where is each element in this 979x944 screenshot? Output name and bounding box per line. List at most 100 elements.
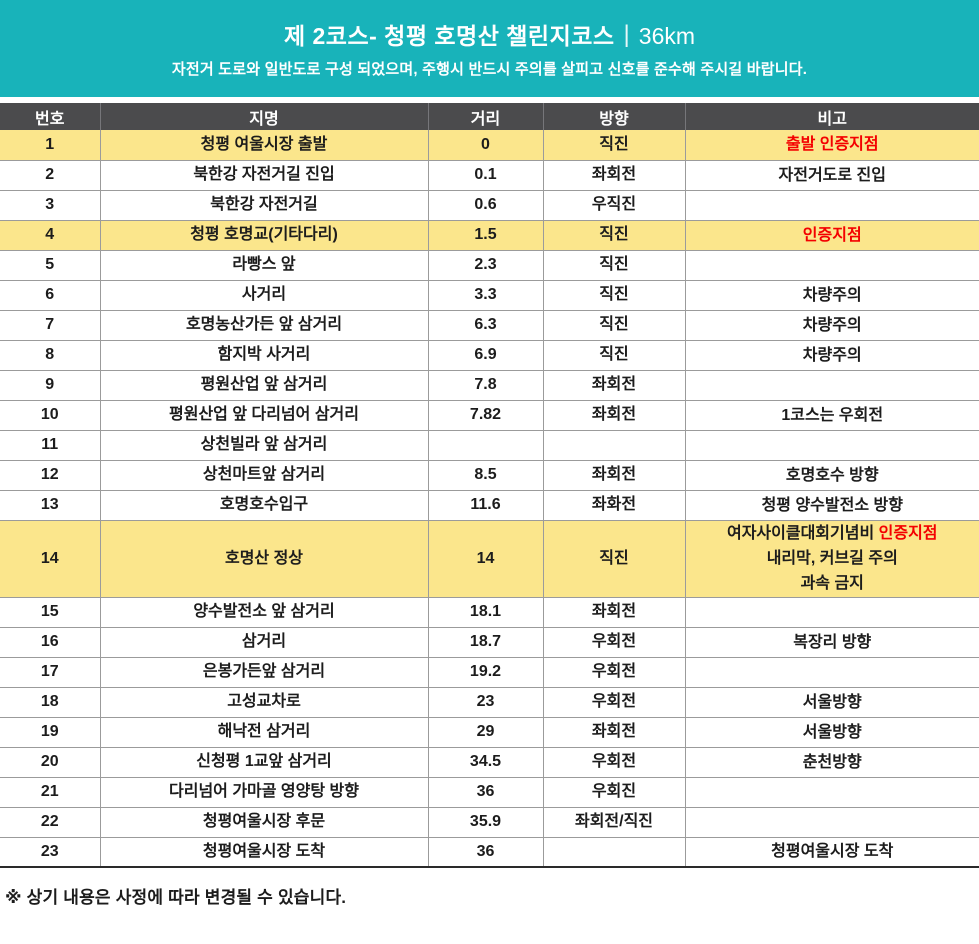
place-cell: 다리넘어 가마골 영양탕 방향 bbox=[100, 777, 429, 807]
note-text: 차량주의 bbox=[802, 346, 862, 364]
distance-cell: 34.5 bbox=[428, 747, 544, 777]
direction-cell: 좌화전 bbox=[543, 490, 686, 520]
note-text: 과속 금지 bbox=[800, 575, 864, 592]
note-line: 청평 양수발전소 방향 bbox=[686, 493, 979, 518]
title-separator: | bbox=[623, 21, 630, 49]
note-text: 서울방향 bbox=[802, 693, 862, 711]
note-cell bbox=[685, 597, 979, 627]
row-number-cell: 2 bbox=[0, 160, 101, 190]
table-row: 7 호명농산가든 앞 삼거리 6.3 직진 차량주의 bbox=[0, 310, 979, 340]
note-cell: 서울방향 bbox=[685, 687, 979, 717]
distance-cell: 18.1 bbox=[428, 597, 544, 627]
direction-cell: 직진 bbox=[543, 220, 686, 250]
place-cell: 은봉가든앞 삼거리 bbox=[100, 657, 429, 687]
place-cell: 상천빌라 앞 삼거리 bbox=[100, 430, 429, 460]
note-cell bbox=[685, 430, 979, 460]
note-cell: 청평 양수발전소 방향 bbox=[685, 490, 979, 520]
row-number-cell: 22 bbox=[0, 807, 101, 837]
course-title: 제 2코스- 청평 호명산 챌린지코스 bbox=[283, 22, 615, 49]
note-cell: 인증지점 bbox=[685, 220, 979, 250]
distance-cell: 6.9 bbox=[428, 340, 544, 370]
place-cell: 청평여울시장 후문 bbox=[100, 807, 429, 837]
direction-cell: 우회전 bbox=[543, 657, 686, 687]
table-row: 15 양수발전소 앞 삼거리 18.1 좌회전 bbox=[0, 597, 979, 627]
disclaimer-note: ※ 상기 내용은 사정에 따라 변경될 수 있습니다. bbox=[5, 888, 347, 907]
distance-cell: 18.7 bbox=[428, 627, 544, 657]
distance-cell: 2.3 bbox=[428, 250, 544, 280]
table-row: 2 북한강 자전거길 진입 0.1 좌회전 자전거도로 진입 bbox=[0, 160, 979, 190]
note-cell: 복장리 방향 bbox=[685, 627, 979, 657]
note-line: 호명호수 방향 bbox=[686, 463, 979, 488]
table-row: 20 신청평 1교앞 삼거리 34.5 우회전 춘천방향 bbox=[0, 747, 979, 777]
place-cell: 북한강 자전거길 진입 bbox=[100, 160, 429, 190]
note-cell: 출발 인증지점 bbox=[685, 130, 979, 160]
note-cell bbox=[685, 370, 979, 400]
note-cell: 자전거도로 진입 bbox=[685, 160, 979, 190]
distance-cell: 23 bbox=[428, 687, 544, 717]
distance-cell: 0.1 bbox=[428, 160, 544, 190]
place-cell: 삼거리 bbox=[100, 627, 429, 657]
note-cell: 청평여울시장 도착 bbox=[685, 837, 979, 867]
place-cell: 평원산업 앞 다리넘어 삼거리 bbox=[100, 400, 429, 430]
route-table-header: 번호 지명 거리 방향 비고 bbox=[0, 103, 979, 130]
place-cell: 호명산 정상 bbox=[100, 520, 429, 597]
place-cell: 청평 호명교(기타다리) bbox=[100, 220, 429, 250]
distance-cell: 6.3 bbox=[428, 310, 544, 340]
place-cell: 양수발전소 앞 삼거리 bbox=[100, 597, 429, 627]
direction-cell: 우직진 bbox=[543, 190, 686, 220]
direction-cell: 우회진 bbox=[543, 777, 686, 807]
direction-cell: 좌회전 bbox=[543, 400, 686, 430]
note-text: 자전거도로 진입 bbox=[778, 166, 887, 184]
table-row: 18 고성교차로 23 우회전 서울방향 bbox=[0, 687, 979, 717]
row-number-cell: 8 bbox=[0, 340, 101, 370]
note-text: 청평 양수발전소 방향 bbox=[761, 496, 903, 514]
place-cell: 상천마트앞 삼거리 bbox=[100, 460, 429, 490]
table-row: 14 호명산 정상 14 직진 여자사이클대회기념비 인증지점 내리막, 커브길 주의 과속… bbox=[0, 520, 979, 597]
note-text: 서울방향 bbox=[802, 723, 862, 741]
course-distance: 36km bbox=[638, 22, 696, 49]
table-row: 16 삼거리 18.7 우회전 복장리 방향 bbox=[0, 627, 979, 657]
row-number-cell: 14 bbox=[0, 520, 101, 597]
direction-cell: 직진 bbox=[543, 130, 686, 160]
table-row: 6 사거리 3.3 직진 차량주의 bbox=[0, 280, 979, 310]
note-cell bbox=[685, 807, 979, 837]
direction-cell: 우회전 bbox=[543, 747, 686, 777]
direction-cell: 직진 bbox=[543, 340, 686, 370]
note-line: 복장리 방향 bbox=[686, 630, 979, 655]
row-number-cell: 15 bbox=[0, 597, 101, 627]
place-cell: 평원산업 앞 삼거리 bbox=[100, 370, 429, 400]
place-cell: 북한강 자전거길 bbox=[100, 190, 429, 220]
row-number-cell: 23 bbox=[0, 837, 101, 867]
note-line: 자전거도로 진입 bbox=[686, 163, 979, 188]
direction-cell bbox=[543, 837, 686, 867]
header-place: 지명 bbox=[100, 103, 429, 130]
direction-cell bbox=[543, 430, 686, 460]
note-text: 호명호수 방향 bbox=[785, 466, 879, 484]
row-number-cell: 16 bbox=[0, 627, 101, 657]
place-cell: 해낙전 삼거리 bbox=[100, 717, 429, 747]
certification-point-label: 인증지점 bbox=[802, 226, 862, 244]
direction-cell: 좌회전 bbox=[543, 160, 686, 190]
table-row: 4 청평 호명교(기타다리) 1.5 직진 인증지점 bbox=[0, 220, 979, 250]
table-row: 12 상천마트앞 삼거리 8.5 좌회전 호명호수 방향 bbox=[0, 460, 979, 490]
table-row: 13 호명호수입구 11.6 좌화전 청평 양수발전소 방향 bbox=[0, 490, 979, 520]
row-number-cell: 19 bbox=[0, 717, 101, 747]
header-direction: 방향 bbox=[543, 103, 686, 130]
note-text: 청평여울시장 도착 bbox=[771, 843, 894, 861]
note-text: 내리막, 커브길 주의 bbox=[766, 550, 898, 567]
row-number-cell: 4 bbox=[0, 220, 101, 250]
note-cell bbox=[685, 190, 979, 220]
note-cell: 여자사이클대회기념비 인증지점 내리막, 커브길 주의 과속 금지 bbox=[685, 520, 979, 597]
note-line: 인증지점 bbox=[686, 223, 979, 248]
row-number-cell: 7 bbox=[0, 310, 101, 340]
note-cell: 차량주의 bbox=[685, 310, 979, 340]
note-text: 차량주의 bbox=[802, 286, 862, 304]
note-cell bbox=[685, 657, 979, 687]
row-number-cell: 5 bbox=[0, 250, 101, 280]
distance-cell bbox=[428, 430, 544, 460]
header-distance: 거리 bbox=[428, 103, 544, 130]
direction-cell: 좌회전 bbox=[543, 597, 686, 627]
note-cell bbox=[685, 250, 979, 280]
table-row: 5 라빵스 앞 2.3 직진 bbox=[0, 250, 979, 280]
note-text: 차량주의 bbox=[802, 316, 862, 334]
